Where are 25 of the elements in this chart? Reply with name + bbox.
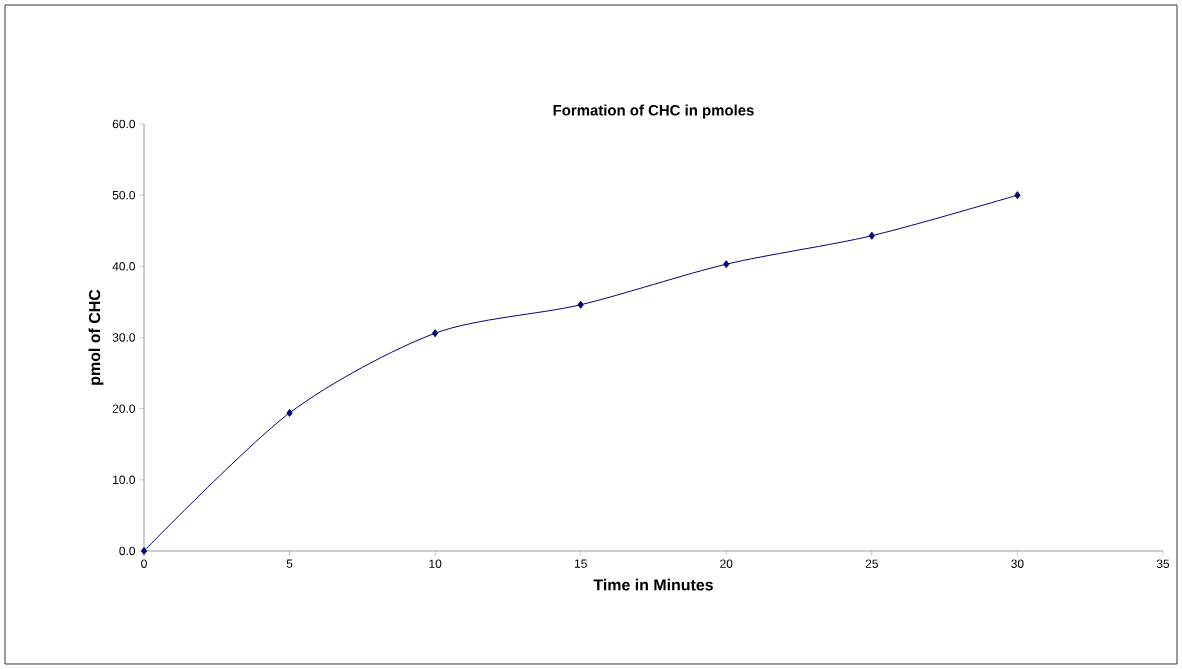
point (1014, 191, 1021, 200)
x-tick-label: 20 (720, 559, 733, 568)
point (577, 300, 584, 309)
y-axis-title: pmol of CHC (88, 289, 104, 385)
point (868, 231, 875, 240)
x-tick-label: 35 (1156, 559, 1170, 568)
y-tick-label: 0.0 (119, 546, 136, 556)
x-axis-title: Time in Minutes (593, 578, 713, 591)
y-tick-label: 40.0 (112, 262, 136, 271)
point (140, 546, 148, 555)
y-tick-label: 30.0 (112, 333, 136, 342)
chart-title: Formation of CHC in pmoles (553, 104, 754, 119)
x-tick-label: 0 (141, 559, 147, 568)
point (723, 260, 730, 269)
point (432, 329, 439, 338)
y-tick-label: 60.0 (112, 119, 136, 129)
x-tick-label: 25 (865, 559, 878, 568)
x-tick-label: 15 (574, 559, 587, 568)
x-tick-label: 5 (286, 559, 293, 568)
x-tick-label: 10 (429, 559, 442, 568)
x-tick-label: 30 (1011, 559, 1024, 568)
y-tick-label: 20.0 (112, 404, 136, 413)
point (286, 408, 293, 417)
y-tick-label: 50.0 (112, 190, 136, 200)
y-tick-label: 10.0 (113, 475, 136, 485)
